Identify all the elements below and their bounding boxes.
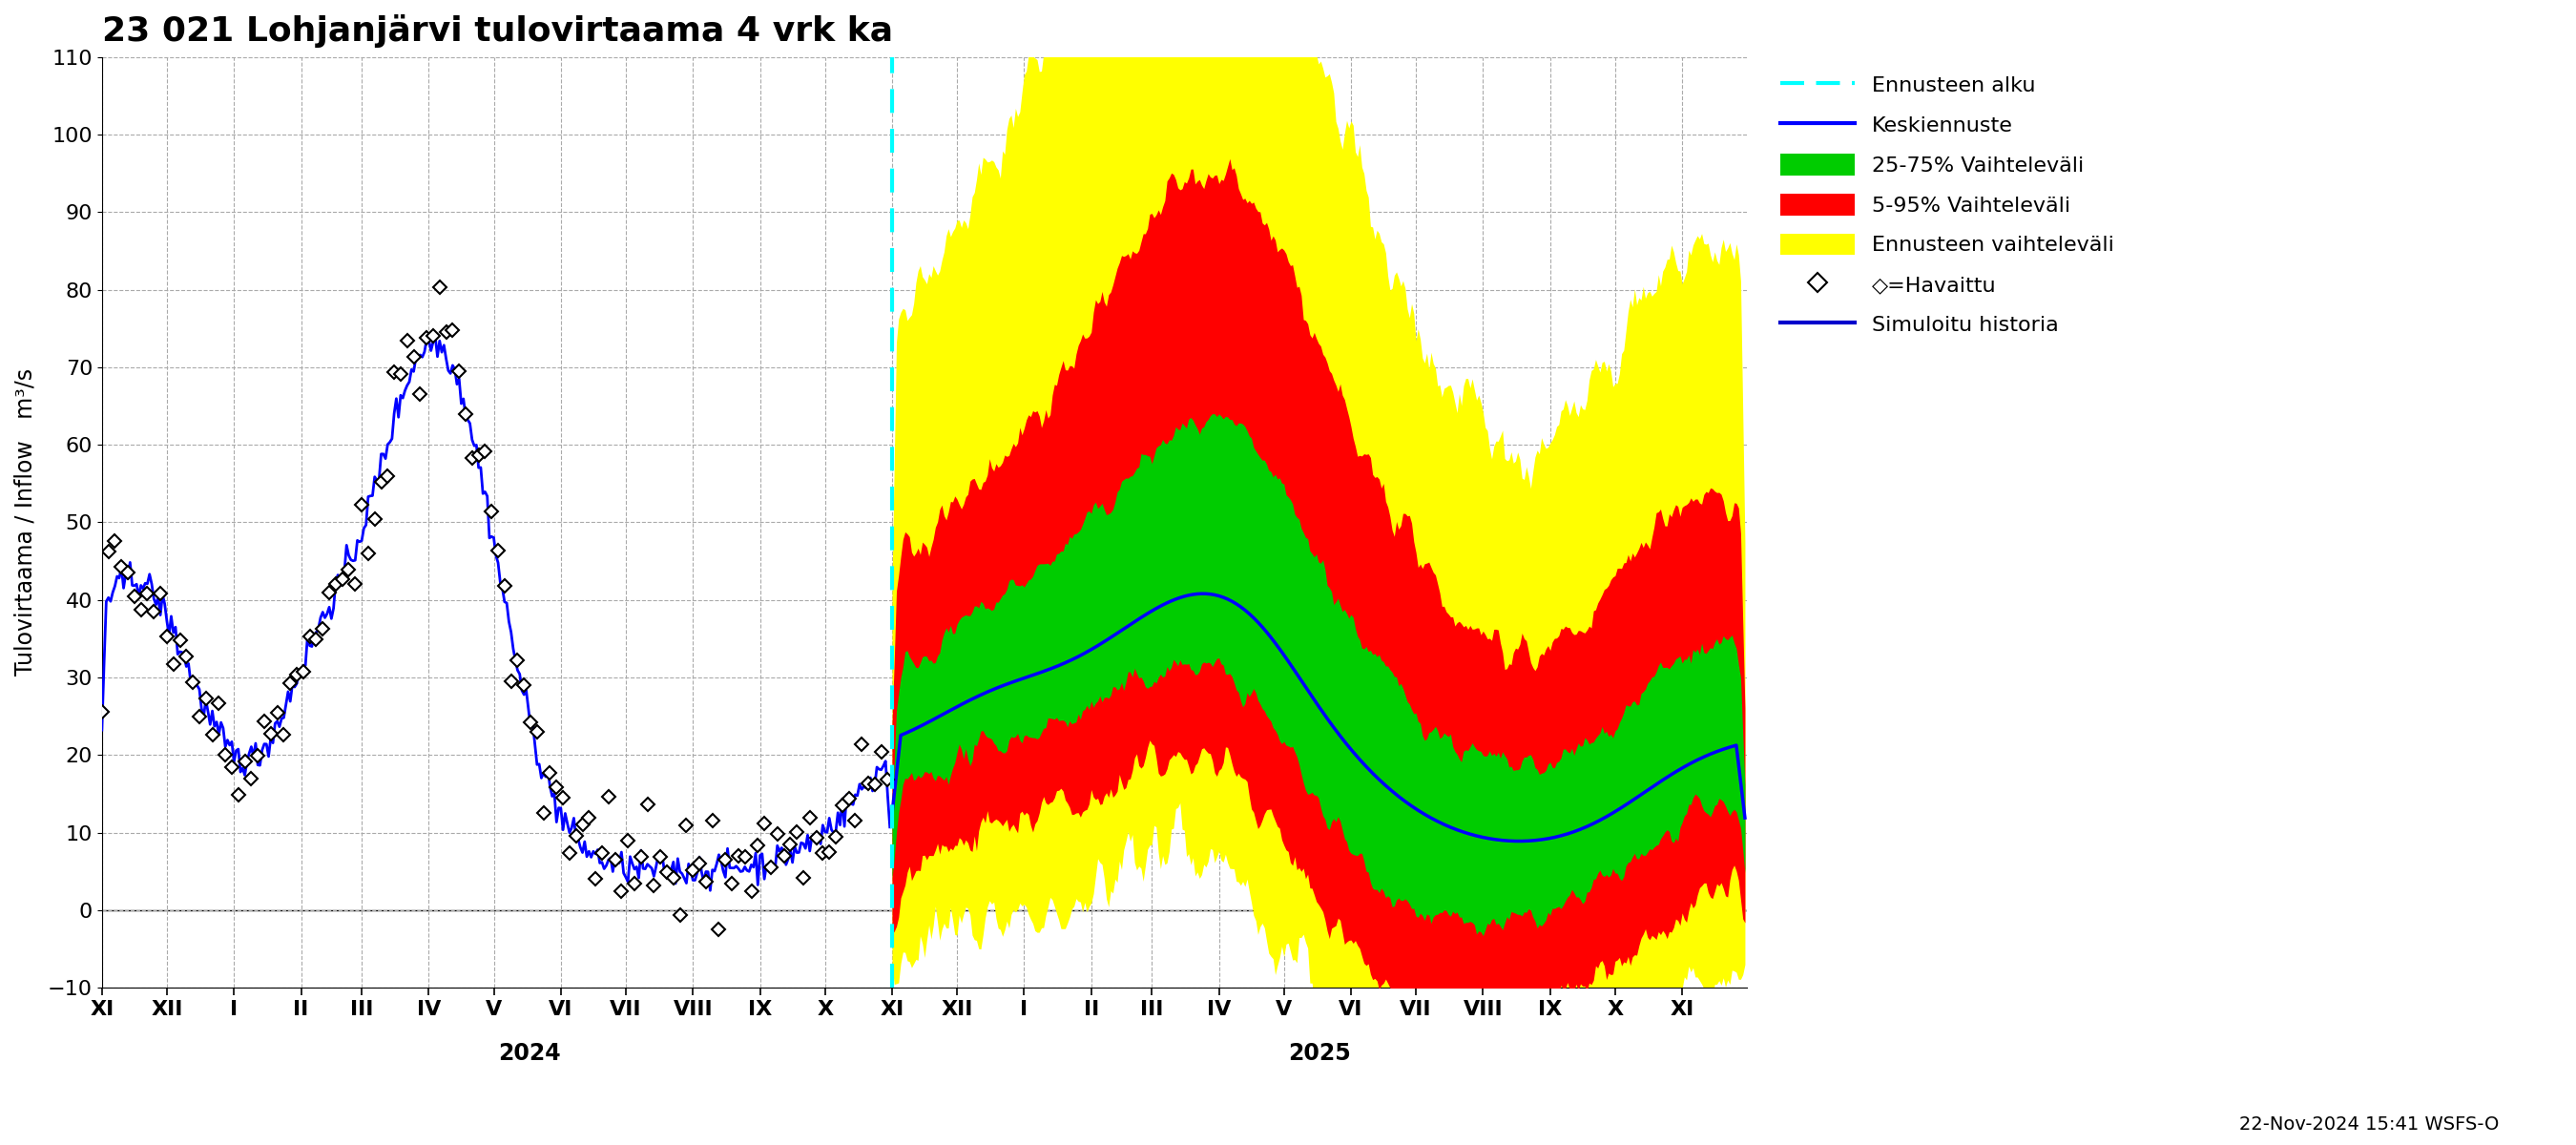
Legend: Ennusteen alku, Keskiennuste, 25-75% Vaihteleväli, 5-95% Vaihteleväli, Ennusteen: Ennusteen alku, Keskiennuste, 25-75% Vai… <box>1775 68 2120 341</box>
Y-axis label: Tulovirtaama / Inflow   m³/s: Tulovirtaama / Inflow m³/s <box>15 369 36 676</box>
Text: 23 021 Lohjanjärvi tulovirtaama 4 vrk ka: 23 021 Lohjanjärvi tulovirtaama 4 vrk ka <box>103 14 894 48</box>
Text: 22-Nov-2024 15:41 WSFS-O: 22-Nov-2024 15:41 WSFS-O <box>2239 1115 2499 1134</box>
Text: 2025: 2025 <box>1288 1042 1350 1065</box>
Text: 2024: 2024 <box>497 1042 562 1065</box>
